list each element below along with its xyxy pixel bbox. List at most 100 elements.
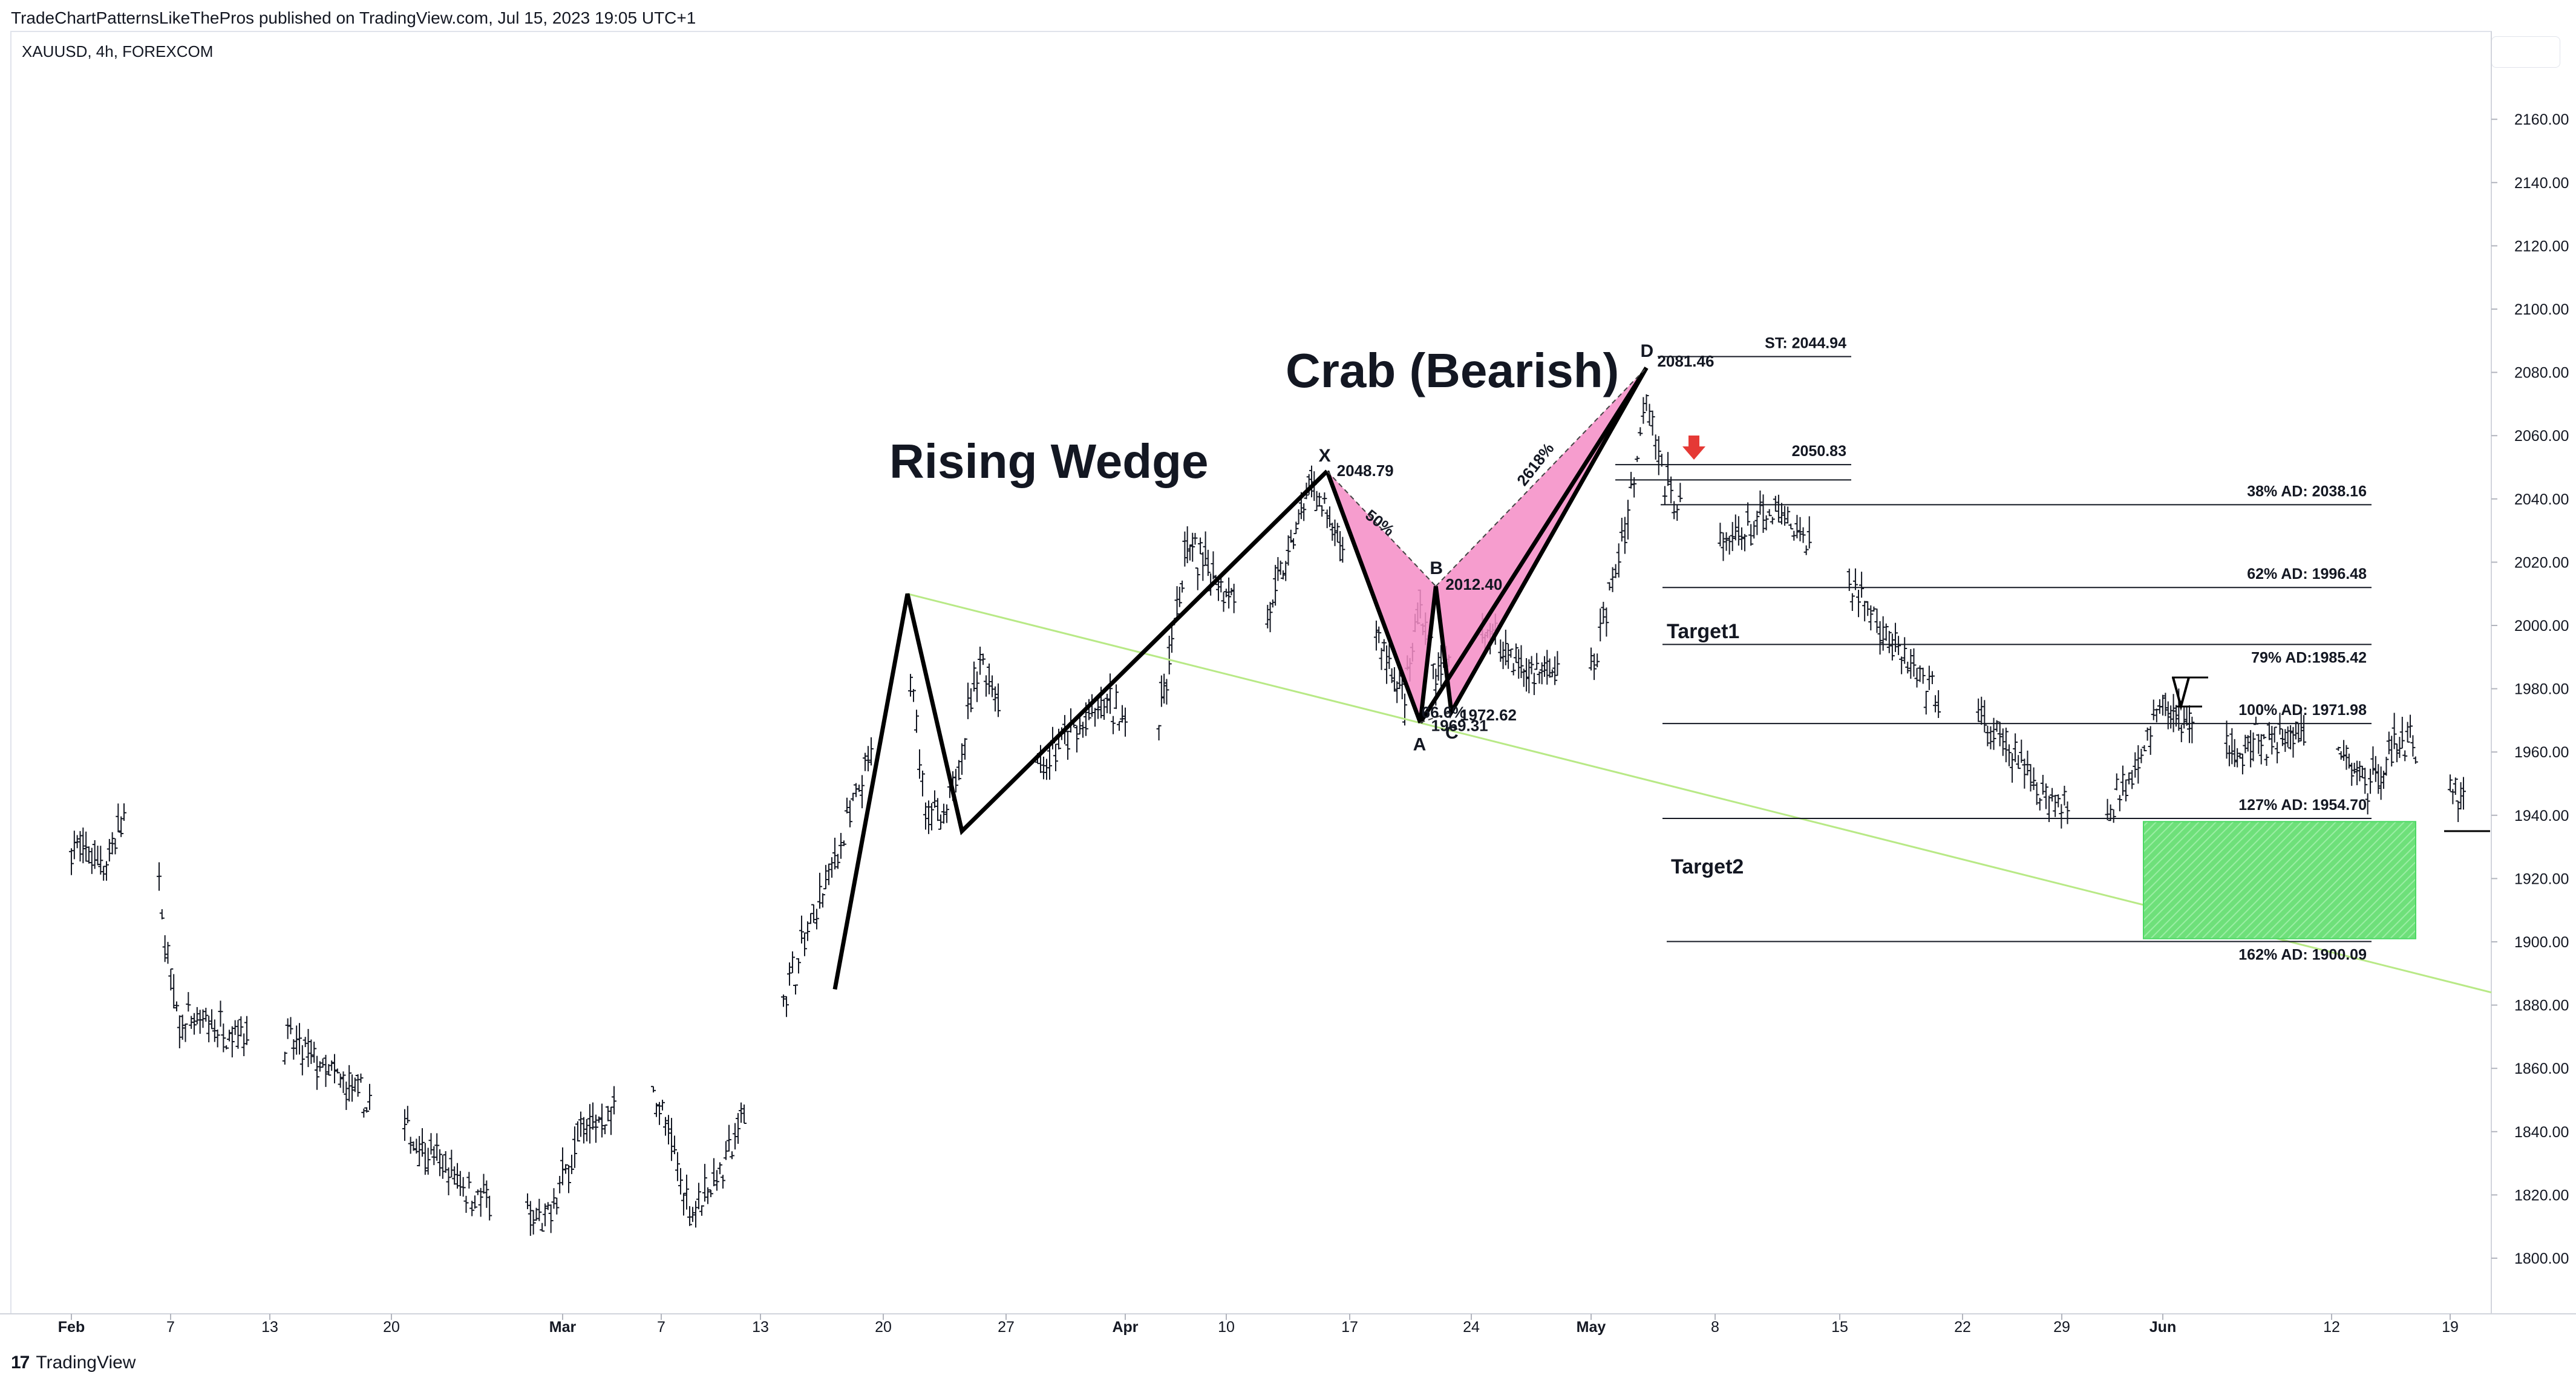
- candle: [364, 1107, 370, 1113]
- candle: [469, 1201, 475, 1216]
- candle: [2168, 705, 2174, 729]
- point-d-value: 2081.46: [1657, 352, 1714, 370]
- candle: [2056, 794, 2061, 808]
- candle: [1203, 531, 1208, 566]
- candle: [2391, 713, 2397, 749]
- candle: [1727, 535, 1732, 555]
- candle: [2050, 788, 2055, 802]
- candle: [528, 1201, 533, 1236]
- candle: [358, 1073, 364, 1083]
- candle: [227, 1030, 232, 1042]
- candle: [332, 1054, 337, 1083]
- candle: [1198, 537, 1203, 555]
- candle: [2256, 734, 2261, 754]
- candle: [1120, 705, 1125, 723]
- y-tick-label: 1840.00: [2514, 1124, 2569, 1141]
- x-tick-label: 13: [752, 1319, 769, 1336]
- candle: [414, 1138, 419, 1154]
- candle: [714, 1170, 719, 1191]
- candle: [113, 838, 118, 855]
- candle: [2160, 694, 2165, 716]
- candle: [660, 1100, 665, 1111]
- candle: [1883, 623, 1889, 641]
- tradingview-footer[interactable]: 17 TradingView: [11, 1353, 136, 1373]
- candle: [1982, 700, 1987, 733]
- candle: [285, 1018, 290, 1039]
- candle: [1616, 543, 1621, 578]
- candle: [923, 802, 928, 830]
- tradingview-logo: 17: [11, 1353, 30, 1373]
- candle: [1180, 580, 1185, 593]
- candle: [823, 864, 828, 890]
- candle: [405, 1106, 410, 1124]
- candle: [2349, 762, 2355, 786]
- candle: [866, 746, 871, 772]
- candle: [1391, 667, 1397, 692]
- candle: [1309, 465, 1314, 498]
- candle: [1542, 656, 1547, 677]
- level-label: 62% AD: 1996.48: [2247, 566, 2367, 583]
- candle: [2136, 745, 2141, 784]
- symbol-title[interactable]: XAUUSD, 4h, FOREXCOM: [22, 42, 214, 60]
- candle: [1379, 648, 1384, 670]
- candle: [1644, 394, 1649, 411]
- x-tick-label: 24: [1463, 1319, 1480, 1336]
- candle: [2373, 756, 2378, 782]
- candle: [736, 1113, 740, 1144]
- candle: [987, 663, 992, 694]
- candle: [1672, 501, 1677, 520]
- y-tick-label: 1860.00: [2514, 1060, 2569, 1077]
- candle: [657, 1102, 662, 1125]
- candle: [2028, 764, 2033, 792]
- candle: [790, 951, 795, 973]
- point-x-label: X: [1319, 446, 1331, 466]
- candle: [1871, 606, 1877, 612]
- candle: [206, 1016, 212, 1043]
- candle: [168, 968, 174, 991]
- candle: [1751, 521, 1757, 539]
- candle: [817, 872, 822, 909]
- candle: [475, 1189, 480, 1195]
- candle: [294, 1025, 299, 1055]
- candle: [1080, 722, 1085, 738]
- candle: [1376, 626, 1382, 644]
- candle: [1340, 537, 1345, 563]
- candle: [1218, 578, 1224, 593]
- candle: [2240, 753, 2245, 775]
- candle: [1273, 564, 1278, 606]
- candle: [101, 866, 106, 881]
- candle: [730, 1151, 734, 1160]
- candle: [1788, 523, 1794, 530]
- candle: [2182, 705, 2187, 729]
- candle: [1730, 521, 1735, 551]
- candle: [802, 932, 807, 956]
- candle: [978, 647, 982, 675]
- x-tick-label: 27: [998, 1319, 1015, 1336]
- candle: [1402, 693, 1407, 726]
- candle: [1997, 722, 2002, 746]
- candle: [2264, 754, 2269, 766]
- candle: [2186, 705, 2192, 743]
- candle: [2456, 800, 2461, 823]
- candle: [350, 1074, 355, 1102]
- candle: [2378, 766, 2384, 800]
- x-tick-label: May: [1577, 1319, 1606, 1336]
- candle: [2410, 735, 2416, 757]
- candle: [537, 1198, 542, 1221]
- candle: [2065, 801, 2070, 824]
- candle: [1650, 410, 1655, 436]
- y-tick-label: 2020.00: [2514, 554, 2569, 571]
- candle: [966, 682, 970, 719]
- candle: [341, 1071, 346, 1093]
- candle: [696, 1183, 701, 1210]
- level-label: 38% AD: 2038.16: [2247, 483, 2367, 500]
- candle: [1265, 604, 1270, 628]
- x-tick-label: 29: [2053, 1319, 2070, 1336]
- candle: [2280, 729, 2285, 746]
- candle: [1610, 567, 1615, 592]
- candle: [338, 1073, 343, 1088]
- x-tick-label: Feb: [58, 1319, 85, 1336]
- candle: [603, 1124, 607, 1135]
- candle: [238, 1016, 244, 1037]
